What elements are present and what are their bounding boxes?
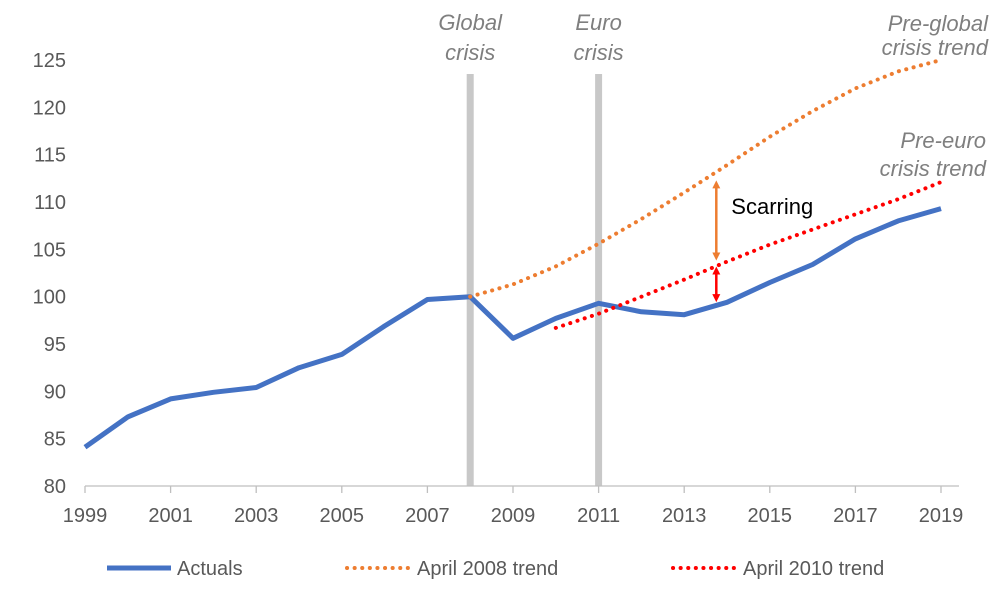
x-tick-label-2011: 2011 bbox=[577, 505, 620, 527]
legend-label-1: April 2008 trend bbox=[417, 558, 558, 580]
y-tick-label-120: 120 bbox=[33, 97, 66, 119]
pre-euro-label-1: crisis trend bbox=[880, 156, 987, 181]
y-tick-label-125: 125 bbox=[33, 50, 66, 72]
y-tick-label-90: 90 bbox=[44, 381, 66, 403]
x-tick-label-2009: 2009 bbox=[491, 505, 536, 527]
y-tick-label-80: 80 bbox=[44, 476, 66, 498]
y-tick-label-105: 105 bbox=[33, 239, 66, 261]
x-tick-label-2017: 2017 bbox=[833, 505, 878, 527]
x-tick-label-2003: 2003 bbox=[234, 505, 279, 527]
crisis-label-2011-1: crisis bbox=[574, 40, 624, 65]
axes: 1999 2001 2003 2005 2007 2009 2011 2013 2015 2017… bbox=[33, 50, 964, 527]
legend-label-0: Actuals bbox=[177, 558, 243, 580]
crisis-label-2008-0: Global bbox=[438, 10, 503, 35]
y-tick-label-85: 85 bbox=[44, 429, 66, 451]
x-tick-label-2015: 2015 bbox=[748, 505, 793, 527]
series-lines bbox=[83, 58, 943, 450]
x-tick-label-2013: 2013 bbox=[662, 505, 707, 527]
y-tick-label-100: 100 bbox=[33, 287, 66, 309]
pre-global-label-1: crisis trend bbox=[882, 35, 989, 60]
legend-label-2: April 2010 trend bbox=[743, 558, 884, 580]
y-tick-label-110: 110 bbox=[34, 192, 66, 214]
crisis-label-2008-1: crisis bbox=[445, 40, 495, 65]
y-tick-label-95: 95 bbox=[44, 334, 66, 356]
x-tick-label-1999: 1999 bbox=[63, 505, 108, 527]
series-line-april-2008-trend bbox=[468, 58, 943, 299]
pre-global-label-0: Pre-global bbox=[888, 11, 989, 36]
x-tick-label-2019: 2019 bbox=[919, 505, 964, 527]
legend: Actuals April 2008 trend April 2010 trend bbox=[107, 558, 884, 580]
crisis-markers: Global crisis Euro crisis bbox=[438, 10, 624, 486]
y-tick-label-115: 115 bbox=[34, 145, 66, 167]
x-tick-label-2001: 2001 bbox=[148, 505, 193, 527]
scarring-label: Scarring bbox=[731, 194, 813, 219]
x-tick-label-2005: 2005 bbox=[320, 505, 365, 527]
crisis-label-2011-0: Euro bbox=[575, 10, 621, 35]
x-tick-label-2007: 2007 bbox=[405, 505, 450, 527]
pre-euro-label-0: Pre-euro bbox=[900, 128, 986, 153]
series-line-april-2010-trend bbox=[553, 180, 943, 330]
series-line-actuals bbox=[83, 206, 942, 450]
